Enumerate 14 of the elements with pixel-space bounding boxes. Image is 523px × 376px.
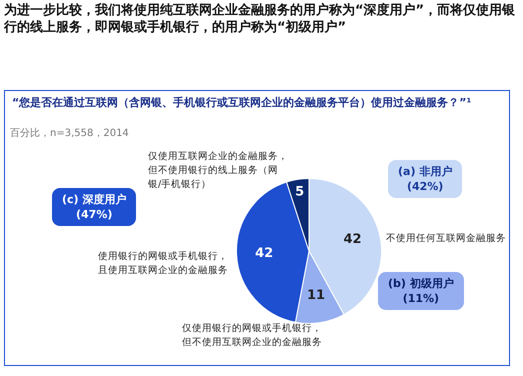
slice-label: 不使用任何互联网金融服务 <box>386 232 506 246</box>
data-label: 5 <box>295 184 304 200</box>
text: (a) 非用户 (42%) <box>388 160 462 198</box>
slice-label: 仅使用互联网企业的金融服务，但不使用银行的线上服务（网银/手机银行） <box>148 150 288 192</box>
text: (c) 深度用户 (47%) <box>52 188 136 226</box>
text: (b) 初级用户 (11%) <box>378 272 464 310</box>
text: 百分比，n=3,558，2014 <box>10 126 129 141</box>
chart-subtitle: “您是否在通过互联网（含网银、手机银行或互联网企业的金融服务平台）使用过金融服务？”¹ <box>12 95 472 110</box>
data-label: 42 <box>255 246 274 262</box>
data-label: 42 <box>343 232 362 248</box>
data-label: 11 <box>306 288 326 303</box>
chart-title: 为进一步比较，我们将使用纯互联网企业金融服务的用户称为“深度用户”，而将仅使用银行的线上服务，即网银或手机银行，的用户称为“初级用户” <box>4 2 516 36</box>
slice-label: 使用银行的网银或手机银行，且使用互联网企业的金融服务 <box>98 250 228 278</box>
slice-label: 仅使用银行的网银或手机银行，但不使用互联网企业的金融服务 <box>182 322 322 350</box>
